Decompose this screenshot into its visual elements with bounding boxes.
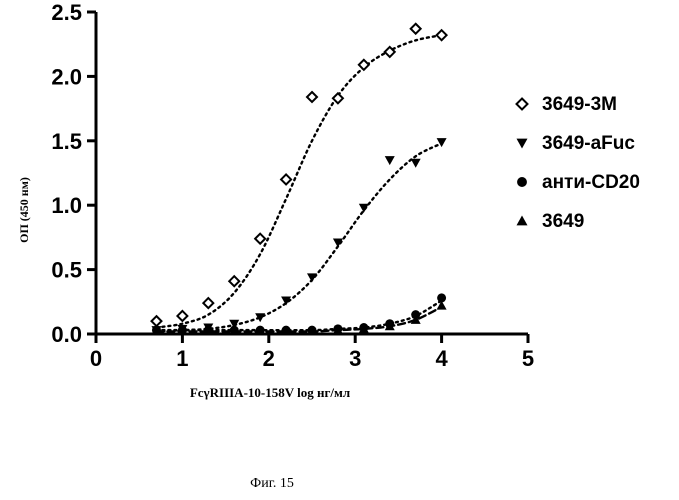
figure-caption: Фиг. 15 (250, 476, 294, 491)
x-tick-label: 2 (263, 346, 275, 371)
y-tick-label: 1.0 (51, 193, 82, 218)
data-markers (151, 24, 446, 336)
data-point-series-2 (359, 204, 369, 213)
legend-marker-2 (517, 139, 528, 149)
fit-curve-1 (156, 35, 441, 327)
data-point-series-1 (255, 234, 265, 244)
y-axis-title: ОП (450 нм) (17, 177, 31, 243)
y-tick-label: 2.0 (51, 64, 82, 89)
data-point-series-2 (385, 156, 395, 165)
x-tick-label: 4 (435, 346, 448, 371)
y-tick-label: 0.0 (51, 322, 82, 347)
legend-label-1: 3649-3M (542, 94, 617, 115)
y-tick-label: 1.5 (51, 129, 82, 154)
data-point-series-1 (359, 60, 369, 70)
legend-marker-4 (517, 216, 528, 226)
legend-label-3: анти-CD20 (542, 172, 640, 193)
x-tick-label: 1 (176, 346, 188, 371)
data-point-series-1 (333, 93, 343, 103)
legend-marker-1 (517, 99, 528, 110)
data-point-series-4 (437, 301, 447, 310)
data-point-series-1 (203, 298, 213, 308)
x-tick-label: 5 (522, 346, 534, 371)
data-point-series-2 (411, 159, 421, 168)
axis-ticks (87, 12, 528, 343)
data-point-series-1 (281, 174, 291, 184)
legend-marker-3 (517, 177, 527, 187)
data-point-series-1 (151, 316, 161, 326)
data-point-series-1 (229, 276, 239, 286)
x-tick-label: 3 (349, 346, 361, 371)
x-tick-label: 0 (90, 346, 102, 371)
data-point-series-1 (411, 24, 421, 34)
legend-label-4: 3649 (542, 211, 584, 232)
x-axis-title: FcγRIIIA-10-158V log нг/мл (190, 385, 350, 400)
data-point-series-2 (307, 273, 317, 282)
data-point-series-1 (437, 30, 447, 40)
legend: 3649-3M 3649-aFuc анти-CD20 3649 (517, 94, 640, 232)
legend-label-2: 3649-aFuc (542, 133, 635, 154)
data-point-series-1 (307, 92, 317, 102)
fit-curve-2 (156, 143, 441, 331)
data-point-series-1 (177, 311, 187, 321)
fit-curves (156, 35, 441, 331)
y-tick-label: 0.5 (51, 258, 82, 283)
y-tick-label: 2.5 (51, 0, 82, 25)
